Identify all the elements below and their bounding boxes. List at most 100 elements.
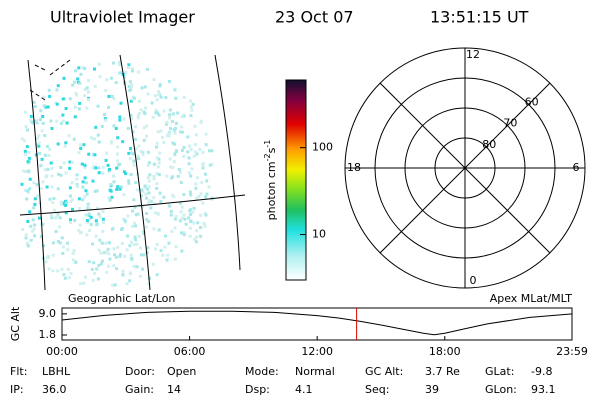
pixel bbox=[174, 215, 178, 219]
pixel bbox=[109, 189, 113, 193]
pixel bbox=[134, 213, 138, 217]
pixel bbox=[129, 99, 133, 103]
pixel bbox=[38, 118, 42, 122]
pixel bbox=[61, 119, 65, 123]
pixel bbox=[157, 173, 161, 177]
pixel bbox=[129, 113, 133, 117]
pixel bbox=[72, 137, 76, 141]
pixel bbox=[95, 222, 99, 226]
pixel bbox=[164, 122, 168, 126]
pixel bbox=[78, 101, 82, 105]
pixel bbox=[148, 173, 152, 177]
pixel bbox=[204, 132, 208, 136]
pixel bbox=[66, 241, 70, 245]
pixel bbox=[81, 66, 85, 70]
plot-title-right: Apex MLat/MLT bbox=[490, 292, 573, 305]
pixel bbox=[180, 216, 184, 220]
pixel bbox=[50, 216, 54, 220]
pixel bbox=[207, 149, 211, 153]
pixel bbox=[191, 102, 195, 106]
pixel bbox=[35, 118, 39, 122]
pixel bbox=[189, 193, 193, 197]
pixel bbox=[195, 229, 199, 233]
pixel bbox=[167, 204, 171, 208]
pixel bbox=[83, 176, 87, 180]
pixel bbox=[142, 231, 146, 235]
pixel bbox=[134, 147, 138, 151]
pixel bbox=[27, 150, 31, 154]
pixel bbox=[192, 206, 196, 210]
pixel bbox=[46, 168, 50, 172]
pixel bbox=[169, 213, 173, 217]
pixel bbox=[112, 174, 116, 178]
pixel bbox=[50, 185, 54, 189]
pixel bbox=[25, 145, 29, 149]
pixel bbox=[125, 282, 129, 286]
pixel bbox=[91, 179, 95, 183]
pixel bbox=[52, 197, 56, 201]
pixel bbox=[56, 213, 60, 217]
pixel bbox=[33, 234, 37, 238]
pixel bbox=[133, 221, 137, 225]
pixel bbox=[155, 172, 159, 176]
pixel bbox=[43, 153, 47, 157]
pixel bbox=[193, 150, 197, 154]
pixel bbox=[173, 152, 177, 156]
pixel bbox=[179, 231, 183, 235]
pixel bbox=[172, 160, 176, 164]
pixel bbox=[56, 172, 60, 176]
pixel bbox=[31, 218, 35, 222]
pixel bbox=[144, 106, 148, 110]
pixel bbox=[136, 212, 140, 216]
pixel bbox=[57, 225, 61, 229]
pixel bbox=[87, 90, 91, 94]
pixel bbox=[107, 252, 111, 256]
pixel bbox=[112, 124, 116, 128]
pixel bbox=[28, 187, 32, 191]
pixel bbox=[189, 219, 193, 223]
pixel bbox=[152, 227, 156, 231]
pixel bbox=[56, 240, 60, 244]
pixel bbox=[159, 95, 163, 99]
pixel bbox=[170, 229, 174, 233]
pixel bbox=[163, 234, 167, 238]
pixel bbox=[63, 144, 67, 148]
y-axis-label: GC Alt bbox=[9, 306, 22, 341]
pixel bbox=[80, 162, 84, 166]
pixel bbox=[77, 151, 81, 155]
pixel bbox=[54, 101, 58, 105]
info-label: Gain: bbox=[125, 383, 154, 396]
pixel bbox=[136, 70, 140, 74]
pixel bbox=[79, 143, 83, 147]
pixel bbox=[112, 180, 116, 184]
pixel bbox=[186, 135, 190, 139]
pixel bbox=[153, 94, 157, 98]
pixel bbox=[187, 162, 191, 166]
pixel bbox=[86, 202, 90, 206]
pixel bbox=[188, 226, 192, 230]
pixel bbox=[50, 126, 54, 130]
pixel bbox=[100, 241, 104, 245]
pixel bbox=[151, 262, 155, 266]
pixel bbox=[74, 69, 78, 73]
pixel bbox=[188, 99, 192, 103]
pixel bbox=[147, 220, 151, 224]
x-tick-label: 12:00 bbox=[301, 345, 333, 358]
info-value: 39 bbox=[425, 383, 439, 396]
pixel bbox=[108, 167, 112, 171]
info-label: Mode: bbox=[245, 365, 279, 378]
pixel bbox=[73, 80, 77, 84]
pixel bbox=[190, 167, 194, 171]
pixel bbox=[210, 162, 214, 166]
pixel bbox=[56, 142, 60, 146]
pixel bbox=[152, 162, 156, 166]
pixel bbox=[127, 151, 131, 155]
pixel bbox=[59, 200, 63, 204]
pixel bbox=[130, 209, 134, 213]
pixel bbox=[121, 273, 125, 277]
pixel bbox=[84, 213, 88, 217]
info-value: 4.1 bbox=[295, 383, 313, 396]
pixel bbox=[32, 181, 36, 185]
info-value: 14 bbox=[167, 383, 181, 396]
